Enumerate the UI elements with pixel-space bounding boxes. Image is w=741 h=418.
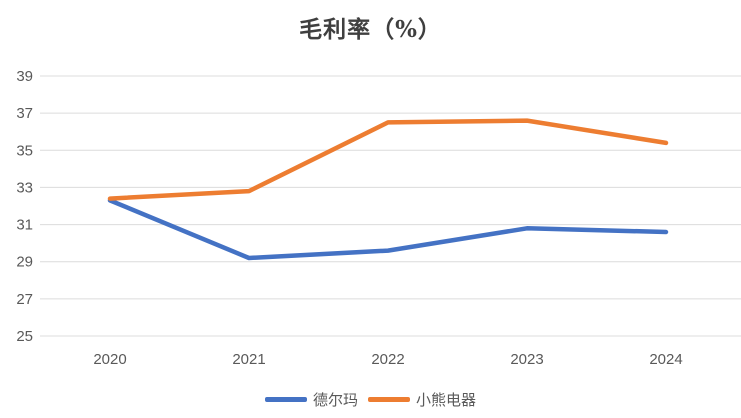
legend-line-swatch <box>264 397 307 402</box>
legend-item: 德尔玛 <box>264 389 358 410</box>
legend: 德尔玛 小熊电器 <box>0 389 741 410</box>
y-axis-tick-label: 27 <box>16 291 33 308</box>
x-axis-tick-label: 2023 <box>510 351 543 368</box>
y-axis-tick-label: 33 <box>16 179 33 196</box>
y-axis-tick-label: 35 <box>16 142 33 159</box>
x-axis-tick-label: 2020 <box>93 351 126 368</box>
x-axis-tick-label: 2021 <box>232 351 265 368</box>
y-axis-tick-label: 25 <box>16 328 33 345</box>
series-line-小熊电器 <box>107 118 669 201</box>
legend-label: 小熊电器 <box>416 392 477 409</box>
y-axis-tick-label: 39 <box>16 68 33 85</box>
y-axis-tick-label: 29 <box>16 254 33 271</box>
y-axis-tick-label: 37 <box>16 105 33 122</box>
legend-item: 小熊电器 <box>368 389 476 410</box>
legend-label: 德尔玛 <box>312 392 358 409</box>
x-axis-tick-label: 2022 <box>371 351 404 368</box>
series-line-德尔玛 <box>107 198 669 261</box>
y-axis-tick-label: 31 <box>16 217 33 234</box>
x-axis-tick-label: 2024 <box>649 351 682 368</box>
legend-line-swatch <box>368 397 410 402</box>
chart-title: 毛利率（%） <box>299 16 442 43</box>
